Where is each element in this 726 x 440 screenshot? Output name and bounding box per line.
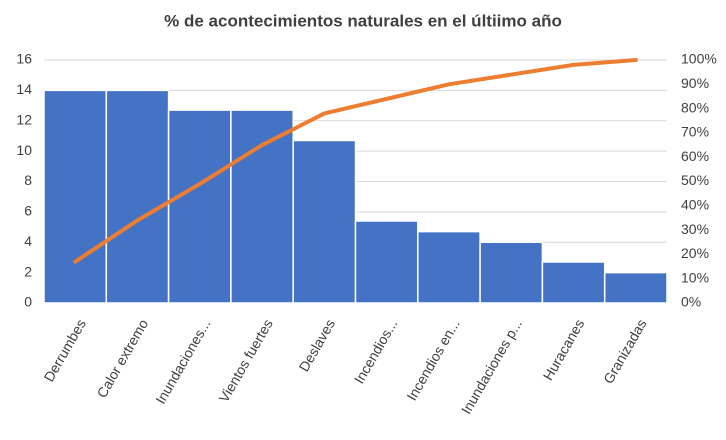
- y2-tick-label: 20%: [681, 245, 709, 261]
- y-tick-label: 6: [24, 203, 32, 219]
- bar: [603, 271, 668, 304]
- bar: [105, 89, 170, 304]
- y2-tick-label: 40%: [681, 197, 709, 213]
- y2-tick-label: 50%: [681, 172, 709, 188]
- x-tick-label: Calor extremo: [93, 316, 151, 400]
- cumulative-line: [73, 58, 638, 264]
- x-tick-label: Incendios en...: [403, 316, 462, 403]
- x-tick-label: Inundaciones p...: [458, 316, 525, 416]
- bar: [479, 241, 544, 304]
- y-tick-label: 14: [16, 81, 32, 97]
- bar: [167, 109, 232, 304]
- y2-tick-label: 100%: [681, 51, 717, 67]
- bar: [541, 261, 606, 304]
- x-tick-label: Inundaciones...: [152, 316, 213, 406]
- bar: [417, 230, 481, 304]
- y-tick-label: 8: [24, 172, 32, 188]
- y2-tick-label: 60%: [681, 148, 709, 164]
- bar: [43, 89, 108, 304]
- y-tick-label: 10: [16, 142, 32, 158]
- y-tick-label: 12: [16, 111, 32, 127]
- y-tick-label: 4: [24, 233, 32, 249]
- y2-tick-label: 80%: [681, 99, 709, 115]
- chart-title: % de acontecimientos naturales en el últ…: [164, 11, 562, 30]
- y-tick-label: 16: [16, 51, 32, 67]
- bar: [354, 220, 419, 304]
- x-tick-label: Incendios...: [351, 316, 401, 386]
- x-tick-label: Deslaves: [296, 316, 339, 374]
- y2-tick-label: 30%: [681, 221, 709, 237]
- y2-tick-label: 90%: [681, 75, 709, 91]
- y2-tick-label: 10%: [681, 269, 709, 285]
- bar: [292, 139, 357, 304]
- x-tick-label: Granizadas: [600, 316, 650, 386]
- x-tick-label: Vientos fuertes: [215, 316, 275, 405]
- y2-tick-label: 0%: [681, 294, 701, 310]
- x-tick-label: Derrumbes: [40, 316, 88, 384]
- y-tick-label: 2: [24, 263, 32, 279]
- y2-tick-label: 70%: [681, 124, 709, 140]
- y-tick-label: 0: [24, 294, 32, 310]
- x-tick-label: Huracanes: [540, 316, 588, 383]
- bar: [230, 109, 294, 304]
